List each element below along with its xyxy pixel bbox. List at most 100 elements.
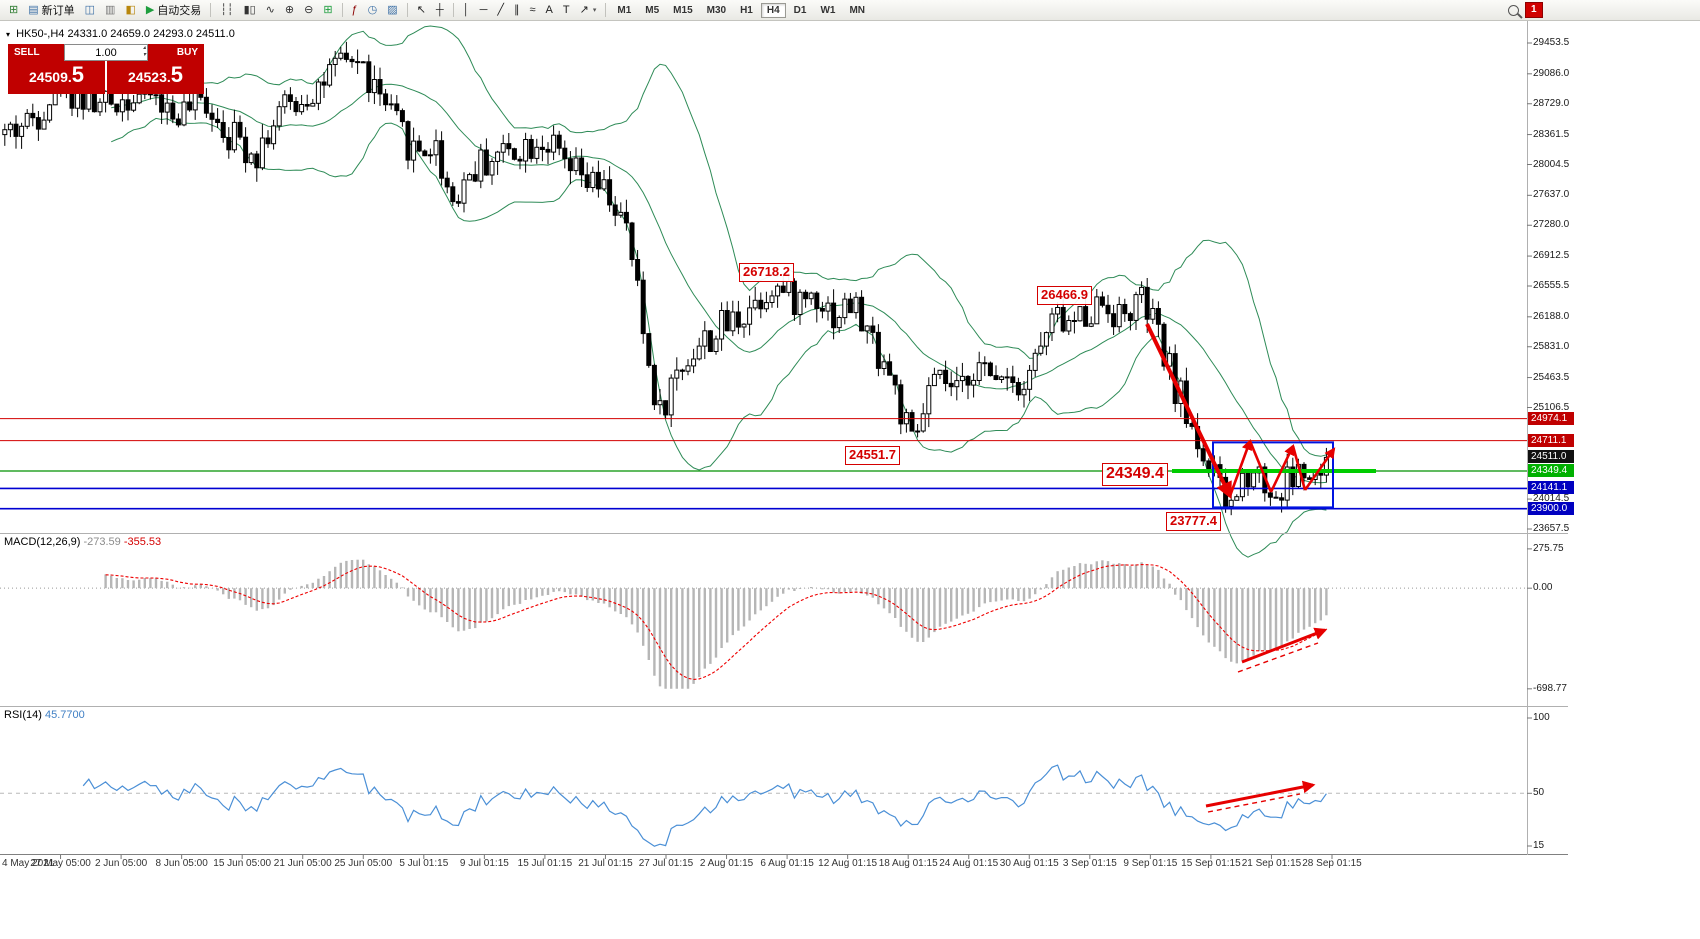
equidistant-channel-button[interactable]: ∥ bbox=[509, 1, 525, 19]
trend-zigzag-arrows[interactable] bbox=[1145, 323, 1336, 500]
macd-trend-arrows[interactable] bbox=[1237, 627, 1328, 673]
sell-price-big-digit: 5 bbox=[71, 62, 85, 87]
text-label-icon: T bbox=[562, 4, 570, 16]
price-tag: 24511.0 bbox=[1528, 450, 1574, 464]
timeframe-D1[interactable]: D1 bbox=[793, 4, 807, 16]
vertical-line-button[interactable]: │ bbox=[458, 1, 475, 19]
consolidation-rectangle[interactable] bbox=[1212, 441, 1334, 509]
horizontal-line-button[interactable]: ─ bbox=[475, 1, 493, 19]
price-annotation[interactable]: 24551.7 bbox=[845, 446, 900, 465]
profiles-button[interactable]: ▥ bbox=[100, 1, 120, 19]
buy-price-big-digit: 5 bbox=[170, 62, 184, 87]
new-chart-button[interactable]: ⊞ bbox=[4, 1, 23, 19]
cursor-button[interactable]: ↖ bbox=[412, 1, 431, 19]
time-axis-label: 21 Jul 01:15 bbox=[578, 858, 633, 869]
crosshair-icon: ┼ bbox=[435, 4, 444, 16]
ohlc-values: 24331.0 24659.0 24293.0 24511.0 bbox=[67, 28, 235, 40]
timeframe-M5[interactable]: M5 bbox=[645, 4, 660, 16]
timeframe-H4[interactable]: H4 bbox=[760, 2, 786, 18]
rsi-label[interactable]: RSI(14) 45.7700 bbox=[4, 709, 85, 721]
macd-value-main: -273.59 bbox=[83, 536, 121, 548]
spinner-down-icon[interactable]: ▾ bbox=[142, 52, 146, 58]
candlestick-mode-icon: ▮▯ bbox=[243, 4, 256, 16]
timeframe-M30[interactable]: M30 bbox=[706, 4, 727, 16]
price-annotation[interactable]: 26718.2 bbox=[739, 263, 794, 282]
autotrading-label: 自动交易 bbox=[157, 5, 202, 17]
fibonacci-button[interactable]: ≈ bbox=[525, 1, 541, 19]
time-axis-label: 2 Aug 01:15 bbox=[699, 858, 754, 869]
time-axis-label: 9 Sep 01:15 bbox=[1123, 858, 1178, 869]
time-axis-label: 15 Sep 01:15 bbox=[1181, 858, 1241, 869]
time-axis-label: 3 Sep 01:15 bbox=[1062, 858, 1117, 869]
tile-windows-button[interactable]: ⊞ bbox=[318, 1, 337, 19]
chart-window-button[interactable]: ◫ bbox=[80, 1, 100, 19]
time-axis-label: 2 Jun 05:00 bbox=[94, 858, 148, 869]
time-axis-label: 24 Aug 01:15 bbox=[939, 858, 999, 869]
buy-label[interactable]: BUY bbox=[148, 44, 204, 61]
text-button[interactable]: A bbox=[541, 1, 558, 19]
panel-separators[interactable] bbox=[0, 20, 1568, 855]
macd-label[interactable]: MACD(12,26,9) -273.59 -355.53 bbox=[4, 536, 161, 548]
timeframe-W1[interactable]: W1 bbox=[820, 4, 836, 16]
price-scale-label: 27637.0 bbox=[1533, 189, 1570, 201]
price-annotation[interactable]: 26466.9 bbox=[1037, 286, 1092, 305]
indicators-button[interactable]: ƒ bbox=[347, 1, 363, 19]
spinner-up-icon[interactable]: ▴ bbox=[142, 45, 146, 51]
volume-spinner[interactable]: ▴ ▾ bbox=[143, 45, 146, 59]
timeframe-MN[interactable]: MN bbox=[849, 4, 866, 16]
buy-button[interactable]: 24523. 5 bbox=[107, 61, 204, 94]
macd-scale-label: 275.75 bbox=[1533, 542, 1564, 554]
new-order-button[interactable]: ▤ 新订单 bbox=[23, 1, 79, 19]
symbol-title: HK50-,H4 bbox=[16, 28, 65, 40]
price-annotation[interactable]: 24349.4 bbox=[1102, 463, 1168, 486]
text-label-button[interactable]: T bbox=[558, 1, 575, 19]
toolbar-separator bbox=[452, 3, 454, 17]
time-axis-label: 5 Jul 01:15 bbox=[399, 858, 449, 869]
timeframe-M1[interactable]: M1 bbox=[617, 4, 632, 16]
line-chart-mode-icon: ∿ bbox=[265, 4, 275, 16]
volume-value: 1.00 bbox=[95, 46, 117, 59]
arrows-tool-dropdown-icon[interactable]: ▾ bbox=[592, 7, 597, 14]
periods-icon: ◷ bbox=[367, 4, 378, 16]
price-scale-label: 27280.0 bbox=[1533, 219, 1570, 231]
time-axis-label: 27 Jul 01:15 bbox=[638, 858, 694, 869]
bar-chart-mode-button[interactable]: ┆┆ bbox=[215, 1, 238, 19]
zoom-out-button[interactable]: ⊖ bbox=[299, 1, 318, 19]
time-axis-label: 15 Jul 01:15 bbox=[517, 858, 573, 869]
timeframe-H1[interactable]: H1 bbox=[740, 4, 753, 16]
time-axis-label: 27 May 05:00 bbox=[30, 858, 91, 869]
line-chart-mode-button[interactable]: ∿ bbox=[261, 1, 280, 19]
price-annotation[interactable]: 23777.4 bbox=[1166, 512, 1221, 531]
crosshair-button[interactable]: ┼ bbox=[431, 1, 449, 19]
trendline-button[interactable]: ╱ bbox=[492, 1, 509, 19]
bollinger-bands bbox=[111, 25, 1327, 558]
toolbar-separator bbox=[605, 3, 607, 17]
autotrading-icon: ▶ bbox=[145, 4, 155, 16]
candlestick-mode-button[interactable]: ▮▯ bbox=[239, 1, 261, 19]
magnifier-icon[interactable] bbox=[1508, 4, 1519, 16]
bar-chart-mode-icon: ┆┆ bbox=[220, 4, 234, 16]
zoom-out-icon: ⊖ bbox=[304, 4, 314, 16]
time-axis-label: 12 Aug 01:15 bbox=[818, 858, 878, 869]
rsi-scale-label: 100 bbox=[1533, 712, 1550, 723]
periods-button[interactable]: ◷ bbox=[363, 1, 383, 19]
new-chart-icon: ⊞ bbox=[9, 4, 19, 16]
price-tag: 24711.1 bbox=[1528, 433, 1574, 447]
zoom-in-button[interactable]: ⊕ bbox=[280, 1, 299, 19]
rsi-trend-arrows[interactable] bbox=[1205, 780, 1316, 813]
arrows-tool-button[interactable]: ↗ ▾ bbox=[575, 1, 602, 19]
templates-button[interactable]: ▨ bbox=[382, 1, 402, 19]
data-window-button[interactable]: ◧ bbox=[120, 1, 140, 19]
volume-input[interactable]: 1.00 ▴ ▾ bbox=[64, 44, 148, 61]
tile-windows-icon: ⊞ bbox=[323, 4, 333, 16]
time-axis-label: 21 Jun 05:00 bbox=[273, 858, 332, 869]
sell-button[interactable]: 24509. 5 bbox=[8, 61, 105, 94]
autotrading-button[interactable]: ▶ 自动交易 bbox=[141, 1, 206, 19]
collapse-icon[interactable]: ▾ bbox=[6, 30, 11, 39]
price-scale-label: 28004.5 bbox=[1533, 158, 1570, 170]
notification-badge[interactable]: 1 bbox=[1525, 2, 1543, 18]
timeframe-M15[interactable]: M15 bbox=[673, 4, 693, 16]
price-scale-label: 25831.0 bbox=[1533, 340, 1570, 352]
sell-label[interactable]: SELL bbox=[8, 44, 64, 61]
